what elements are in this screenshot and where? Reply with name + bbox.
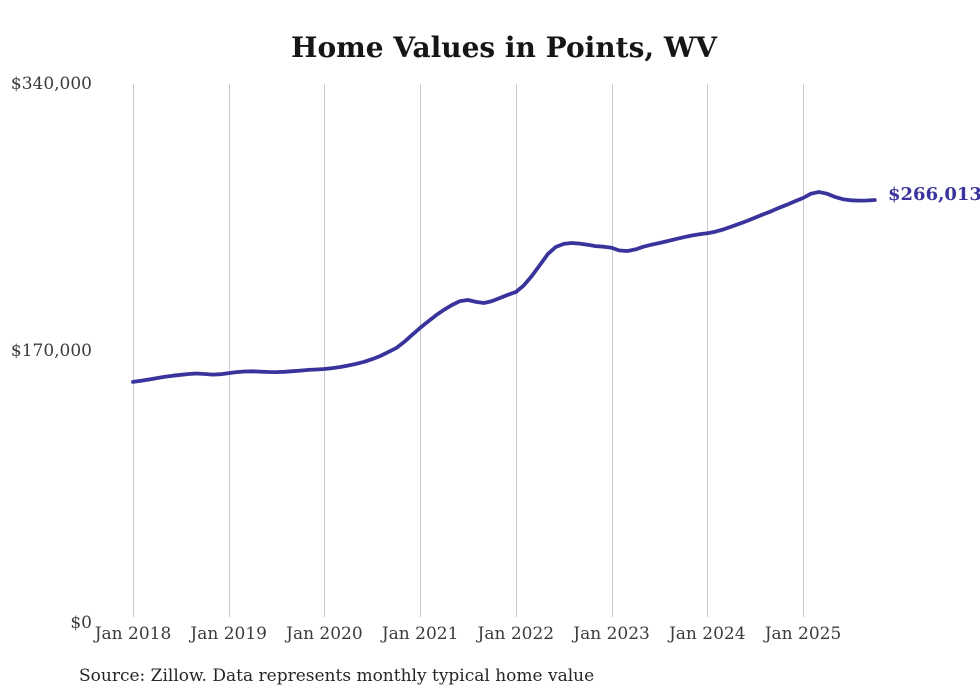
y-axis-tick-label: $170,000 — [10, 340, 92, 361]
y-axis-tick-label: $0 — [70, 613, 92, 633]
x-axis-tick-label: Jan 2022 — [477, 624, 555, 644]
x-axis-tick-label: Jan 2019 — [190, 624, 267, 644]
chart-title: Home Values in Points, WV — [290, 31, 717, 64]
latest-value-label: $266,013 — [888, 184, 980, 205]
y-axis-tick-label: $340,000 — [10, 74, 92, 94]
x-axis-tick-label: Jan 2021 — [381, 624, 459, 644]
x-axis-tick-label: Jan 2023 — [573, 624, 650, 644]
x-axis-tick-label: Jan 2024 — [668, 624, 746, 644]
x-axis-tick-label: Jan 2018 — [94, 624, 172, 644]
source-note: Source: Zillow. Data represents monthly … — [79, 666, 595, 686]
home-value-line — [131, 190, 877, 384]
x-axis-tick-label: Jan 2025 — [764, 624, 842, 644]
x-axis-tick-label: Jan 2020 — [286, 624, 363, 644]
